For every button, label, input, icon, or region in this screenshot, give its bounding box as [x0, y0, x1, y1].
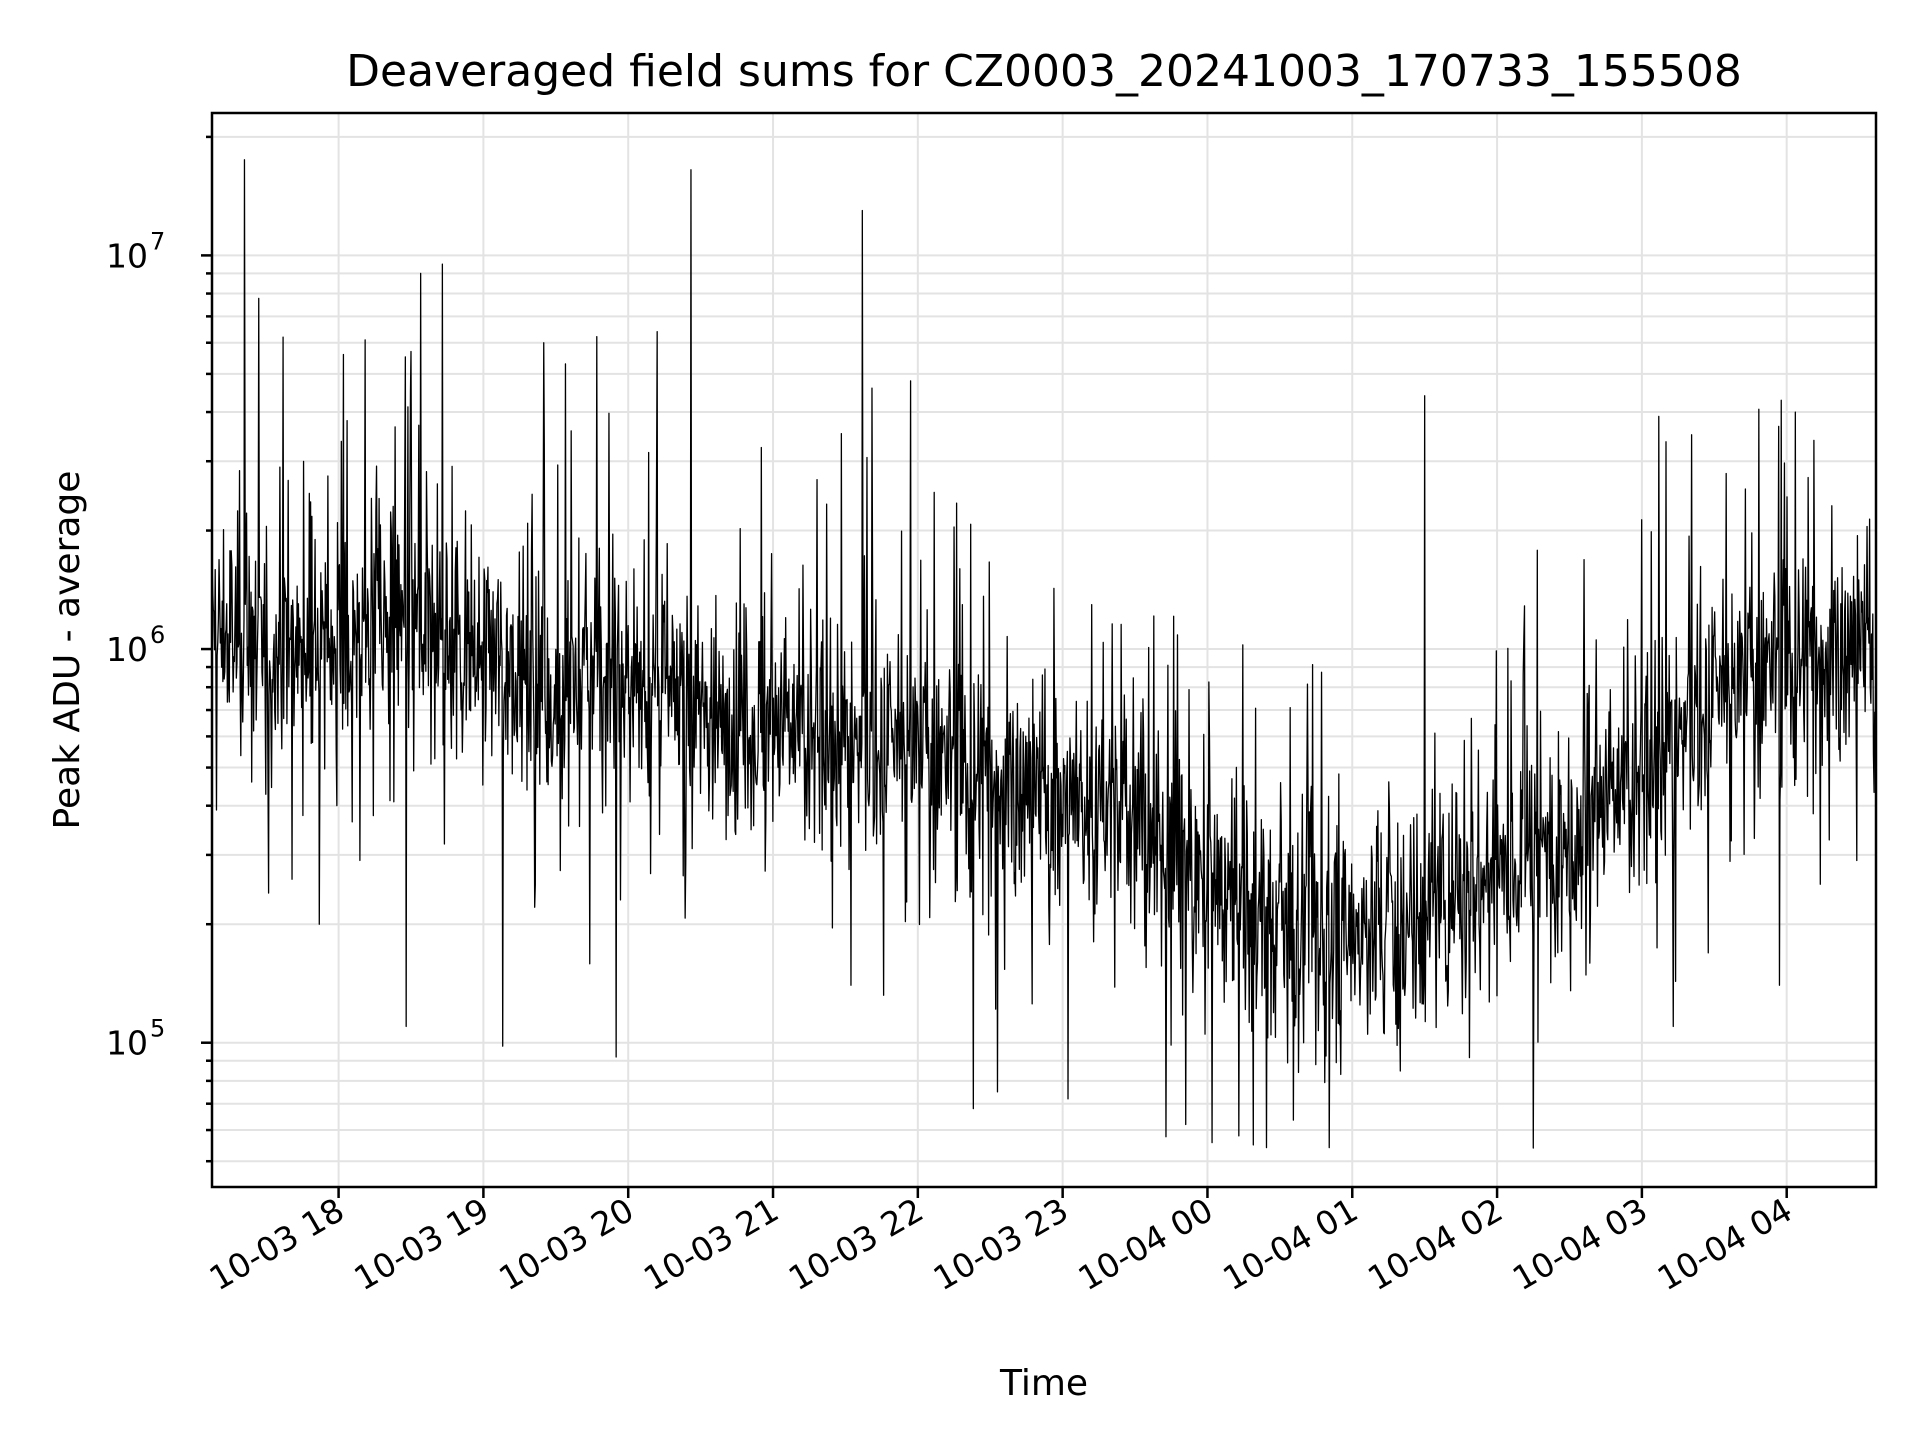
- y-tick-exponent: 6: [150, 621, 165, 649]
- series-line: [212, 159, 1876, 1149]
- chart-title: Deaveraged field sums for CZ0003_2024100…: [346, 46, 1742, 97]
- x-axis-label: Time: [999, 1363, 1088, 1404]
- y-tick-label: 10: [106, 1024, 148, 1063]
- y-tick-label: 10: [106, 630, 148, 669]
- series-layer: [212, 159, 1876, 1149]
- y-tick-exponent: 7: [150, 227, 165, 255]
- y-axis-label: Peak ADU - average: [47, 471, 88, 830]
- y-tick-label: 10: [106, 236, 148, 275]
- y-tick-exponent: 5: [150, 1015, 165, 1043]
